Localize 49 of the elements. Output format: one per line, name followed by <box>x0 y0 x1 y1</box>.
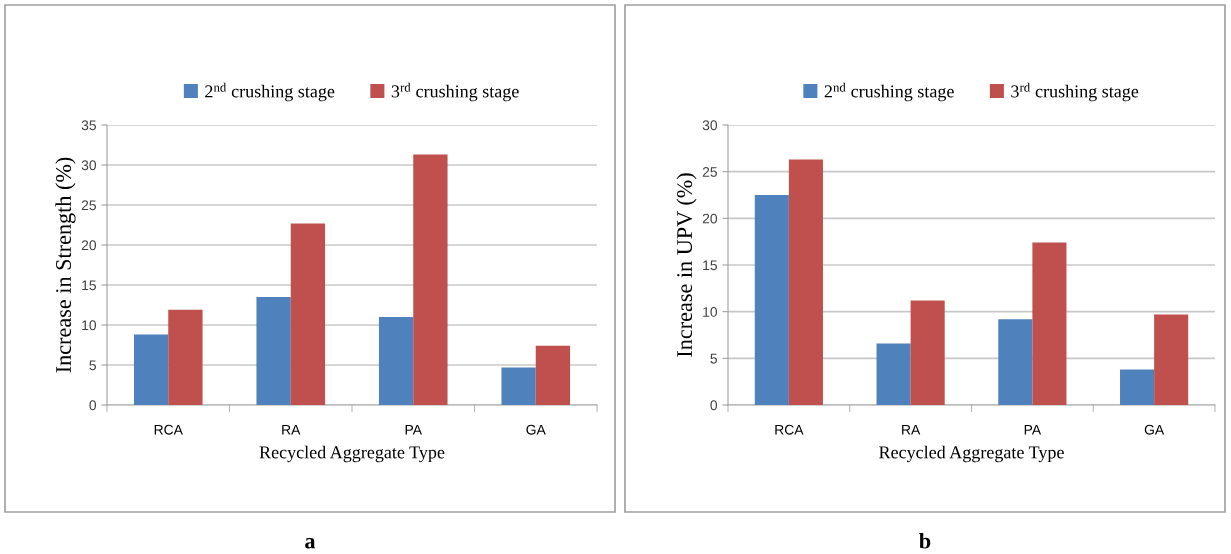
bar <box>290 223 326 405</box>
y-tick-label: 15 <box>82 280 96 291</box>
bar <box>1154 314 1189 405</box>
bar <box>378 317 414 405</box>
y-tick-label: 10 <box>703 307 718 317</box>
legend-label: 3$^{rd}$ crushing stage <box>391 82 519 102</box>
y-tick-label: 5 <box>89 360 96 371</box>
x-tick-label: RCA <box>775 424 804 435</box>
x-axis-title: Recycled Aggregate Type <box>879 445 1064 463</box>
text: a <box>305 537 316 549</box>
bar <box>133 334 169 405</box>
legend-label: 3$^{rd}$ crushing stage <box>1011 82 1139 102</box>
bar <box>910 300 945 405</box>
x-tick-label: RCA <box>154 424 183 435</box>
y-tick-label: 0 <box>710 400 718 411</box>
bar <box>998 319 1033 405</box>
x-tick-label: GA <box>1144 424 1165 435</box>
y-tick-label: 15 <box>703 260 717 271</box>
y-tick-label: 10 <box>82 320 97 331</box>
legend-label: 2$^{nd}$ crushing stage <box>824 82 954 102</box>
bar <box>501 367 536 405</box>
bar <box>535 345 571 405</box>
bar <box>256 297 291 405</box>
bar <box>1120 369 1155 405</box>
y-tick-label: 25 <box>81 200 96 211</box>
x-tick-label: PA <box>405 424 422 435</box>
y-axis-title: Increase in Strength (%) <box>55 157 76 373</box>
text: b <box>919 532 931 549</box>
y-tick-label: 35 <box>81 120 96 131</box>
x-axis-title: Recycled Aggregate Type <box>259 445 445 463</box>
bar <box>788 159 823 405</box>
y-tick-label: 5 <box>710 353 717 364</box>
bar <box>1032 242 1067 405</box>
bar <box>168 309 203 405</box>
x-tick-label: RA <box>282 424 301 435</box>
bar <box>754 195 789 405</box>
y-tick-label: 0 <box>89 400 97 411</box>
bar <box>876 343 911 405</box>
y-tick-label: 30 <box>702 120 718 131</box>
y-tick-label: 20 <box>81 240 97 251</box>
bar <box>413 154 448 405</box>
y-tick-label: 20 <box>702 213 718 224</box>
x-tick-label: GA <box>526 424 546 435</box>
y-tick-label: 25 <box>702 167 717 177</box>
y-axis-title: Increase in UPV (%) <box>676 173 697 357</box>
x-tick-label: RA <box>902 424 921 435</box>
y-tick-label: 30 <box>81 160 97 171</box>
legend-label: 2$^{nd}$ crushing stage <box>205 82 335 102</box>
x-tick-label: PA <box>1024 424 1042 435</box>
